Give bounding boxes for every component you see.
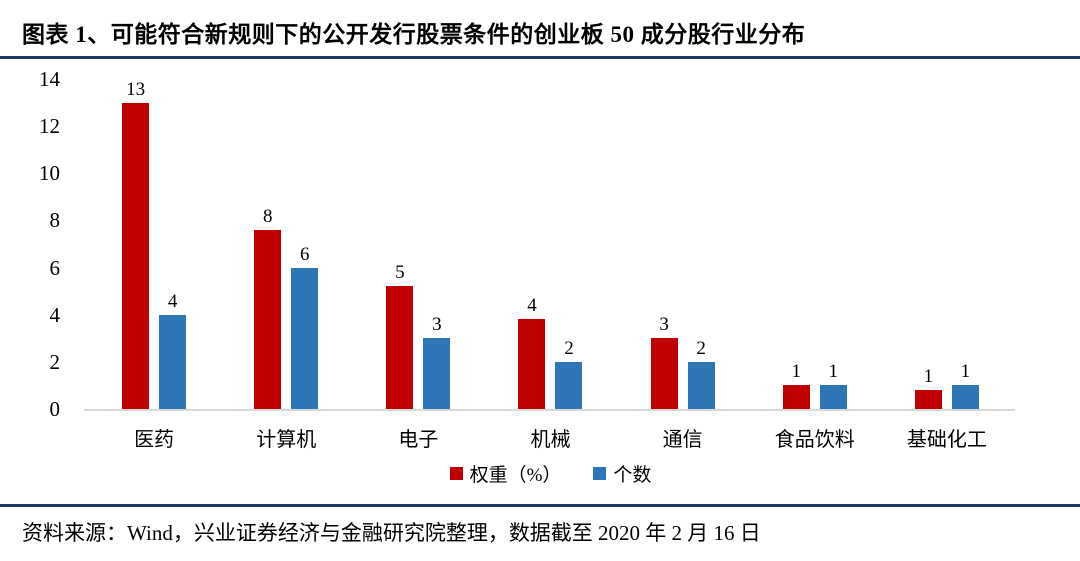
y-axis-tick-label: 6 [49, 255, 61, 280]
category-group: 4 2 机械 [484, 79, 616, 452]
count-bar [423, 338, 451, 409]
weight-bar [254, 229, 282, 409]
data-label: 2 [564, 337, 574, 359]
bar-column: 2 [687, 337, 715, 409]
data-label: 6 [299, 243, 310, 265]
bar-column: 1 [819, 361, 847, 409]
weight-bar [914, 390, 942, 409]
title-rule [0, 56, 1080, 59]
y-axis-tick-label: 4 [49, 302, 61, 327]
category-group: 1 1 食品饮料 [749, 79, 881, 452]
figure-title: 图表 1、可能符合新规则下的公开发行股票条件的创业板 50 成分股行业分布 [22, 22, 806, 47]
bar-column: 3 [650, 314, 678, 409]
category-label: 机械 [530, 429, 571, 451]
data-label: 4 [167, 290, 178, 312]
data-label: 13 [126, 78, 146, 100]
plot-area: 13 4 医药 8 6 计算机 5 3 电子 4 2 机械 3 2 通信 1 1 食品饮料 1 1 基础化工 [88, 79, 1013, 452]
legend-swatch-icon [449, 467, 463, 480]
data-label: 3 [659, 314, 669, 336]
weight-bar [782, 385, 810, 409]
bar-column: 4 [159, 290, 187, 409]
legend: 权重（%） 个数 [88, 460, 1013, 487]
weight-bar [518, 319, 546, 409]
bar-column: 1 [782, 361, 810, 409]
legend-swatch-icon [593, 467, 607, 480]
data-label: 8 [262, 205, 273, 227]
data-label: 1 [791, 361, 802, 383]
y-axis-tick-label: 14 [39, 67, 60, 91]
data-label: 1 [923, 366, 934, 388]
legend-item: 权重（%） [449, 460, 562, 487]
bar-column: 1 [951, 361, 979, 409]
data-label: 1 [828, 361, 839, 383]
footer-rule [0, 504, 1080, 507]
count-bar [687, 361, 715, 409]
source-text: 资料来源：Wind，兴业证券经济与金融研究院整理，数据截至 2020 年 2 月… [22, 521, 761, 545]
bar-pair: 13 4 [122, 78, 187, 409]
bar-column: 1 [914, 366, 942, 409]
legend-label: 个数 [613, 465, 652, 486]
count-bar [951, 385, 979, 409]
category-group: 5 3 电子 [352, 79, 484, 452]
count-bar [291, 267, 319, 409]
data-label: 2 [696, 337, 706, 359]
bar-column: 3 [423, 314, 451, 409]
weight-bar [122, 102, 150, 409]
y-axis-tick-label: 12 [39, 114, 60, 139]
x-axis-line [84, 409, 1015, 411]
legend-label: 权重（%） [469, 465, 562, 486]
y-axis-tick-label: 10 [39, 161, 60, 186]
data-label: 3 [432, 314, 442, 336]
bar-column: 5 [386, 262, 414, 409]
legend-item: 个数 [593, 460, 651, 487]
count-bar [159, 314, 187, 409]
bar-column: 6 [291, 243, 319, 409]
category-label: 通信 [662, 429, 703, 451]
y-axis: 0 2 4 6 8 10 12 14 [0, 67, 70, 421]
bar-column: 4 [518, 295, 546, 409]
y-axis-tick-label: 8 [49, 208, 61, 233]
category-label: 计算机 [256, 429, 317, 451]
data-label: 1 [960, 361, 971, 383]
category-group: 1 1 基础化工 [881, 79, 1013, 452]
count-bar [555, 361, 583, 409]
category-group: 3 2 通信 [617, 79, 749, 452]
category-label: 医药 [134, 429, 175, 451]
count-bar [819, 385, 847, 409]
weight-bar [650, 338, 678, 409]
bar-column: 8 [254, 205, 282, 409]
category-label: 食品饮料 [774, 429, 855, 451]
bar-column: 2 [555, 337, 583, 409]
category-group: 8 6 计算机 [220, 79, 352, 452]
weight-bar [386, 286, 414, 409]
source-footer: 资料来源：Wind，兴业证券经济与金融研究院整理，数据截至 2020 年 2 月… [0, 504, 1080, 561]
category-group: 13 4 医药 [88, 79, 220, 452]
bar-column: 13 [122, 78, 150, 409]
y-axis-tick-label: 2 [49, 349, 61, 374]
data-label: 5 [395, 262, 405, 284]
bar-chart: 0 2 4 6 8 10 12 14 13 4 医药 8 6 计算机 5 3 电子 4 2 机械 3 2 通信 1 1 食品饮料… [39, 67, 1015, 487]
data-label: 4 [527, 295, 537, 317]
category-label: 电子 [398, 429, 439, 451]
y-axis-tick-label: 0 [49, 397, 61, 421]
category-label: 基础化工 [906, 429, 987, 451]
